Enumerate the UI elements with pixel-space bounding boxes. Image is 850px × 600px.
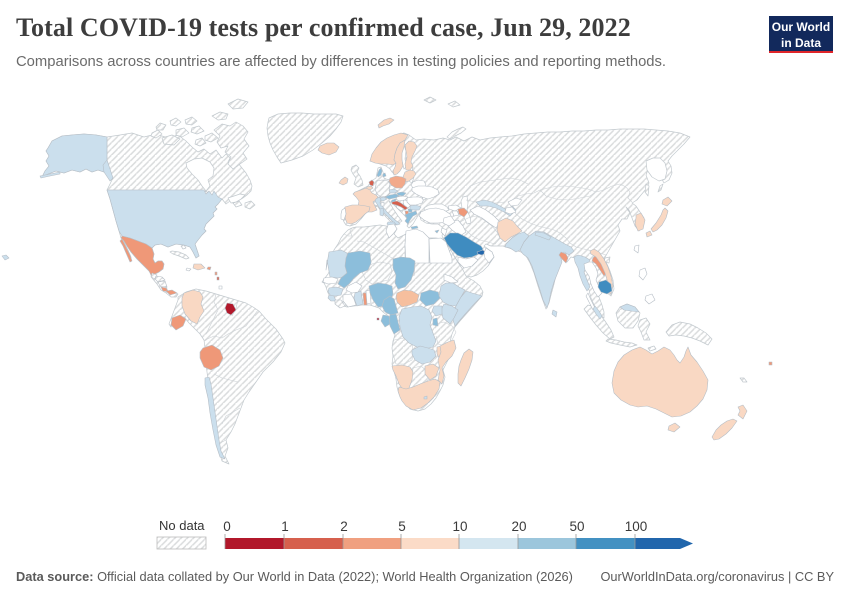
svg-text:5: 5 bbox=[398, 519, 406, 534]
svg-text:2: 2 bbox=[340, 519, 348, 534]
svg-text:10: 10 bbox=[452, 519, 467, 534]
svg-text:50: 50 bbox=[569, 519, 584, 534]
svg-text:0: 0 bbox=[223, 519, 231, 534]
svg-text:100: 100 bbox=[625, 519, 648, 534]
svg-text:20: 20 bbox=[511, 519, 526, 534]
svg-text:No data: No data bbox=[159, 518, 205, 533]
svg-text:1: 1 bbox=[281, 519, 289, 534]
